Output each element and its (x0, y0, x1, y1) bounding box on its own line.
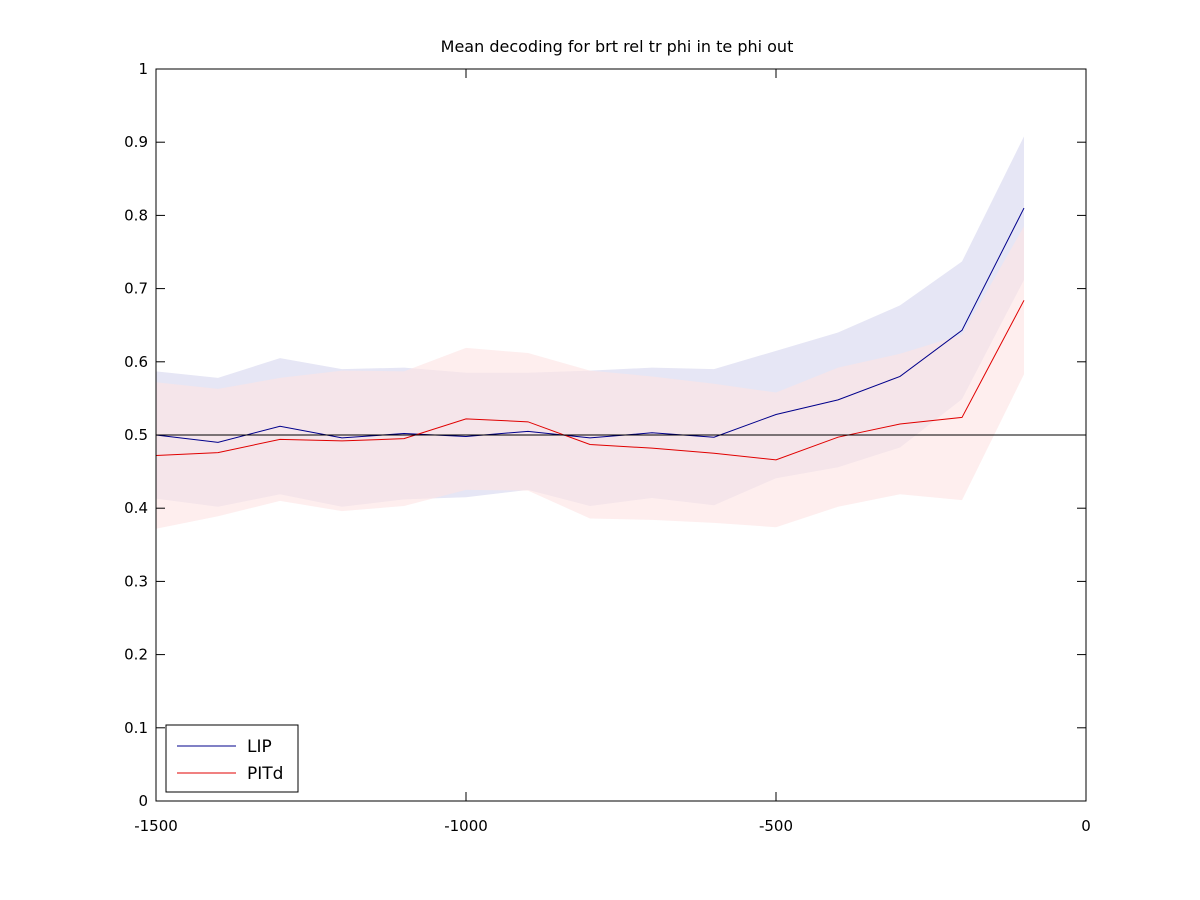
x-tick-label: -1500 (134, 817, 178, 835)
legend-label-lip: LIP (247, 737, 272, 757)
x-axis-ticks: -1500 -1000 -500 0 (134, 69, 1091, 835)
chart-title: Mean decoding for brt rel tr phi in te p… (441, 37, 794, 56)
x-tick-label: -500 (759, 817, 793, 835)
y-tick-label: 0.4 (124, 499, 148, 517)
y-tick-label: 0.9 (124, 133, 148, 151)
y-tick-label: 0.6 (124, 353, 148, 371)
y-tick-label: 0.5 (124, 426, 148, 444)
line-lip (155, 207, 1025, 443)
y-tick-label: 0.7 (124, 280, 148, 298)
band-pitd (156, 226, 1024, 529)
y-tick-label: 1 (138, 60, 148, 78)
y-axis-ticks: 0 0.1 0.2 0.3 0.4 0.5 0.6 0.7 0.8 0.9 1 (124, 60, 1086, 810)
confidence-bands (156, 136, 1024, 529)
x-tick-label: -1000 (444, 817, 488, 835)
series-lines (155, 207, 1025, 461)
legend-label-pitd: PITd (247, 764, 283, 784)
y-tick-label: 0.1 (124, 719, 148, 737)
y-tick-label: 0.2 (124, 646, 148, 664)
y-tick-label: 0 (138, 792, 148, 810)
legend: LIP PITd (165, 724, 299, 793)
y-tick-label: 0.3 (124, 572, 148, 590)
line-pitd (155, 300, 1025, 461)
x-tick-label: 0 (1081, 817, 1091, 835)
y-tick-label: 0.8 (124, 206, 148, 224)
legend-box (165, 724, 299, 793)
